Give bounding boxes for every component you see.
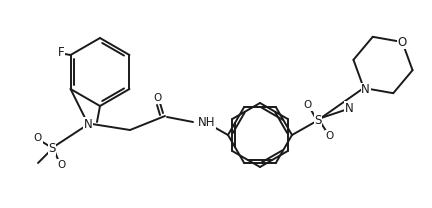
Text: O: O: [58, 160, 66, 170]
Text: F: F: [58, 47, 65, 59]
Text: O: O: [398, 36, 407, 48]
Text: S: S: [48, 142, 56, 156]
Text: N: N: [84, 118, 92, 130]
Text: N: N: [361, 83, 370, 97]
Text: S: S: [314, 114, 322, 126]
Text: O: O: [34, 133, 42, 143]
Text: O: O: [154, 93, 162, 103]
Text: O: O: [304, 100, 312, 110]
Text: O: O: [326, 131, 334, 141]
Text: N: N: [345, 102, 353, 114]
Text: NH: NH: [198, 115, 216, 129]
